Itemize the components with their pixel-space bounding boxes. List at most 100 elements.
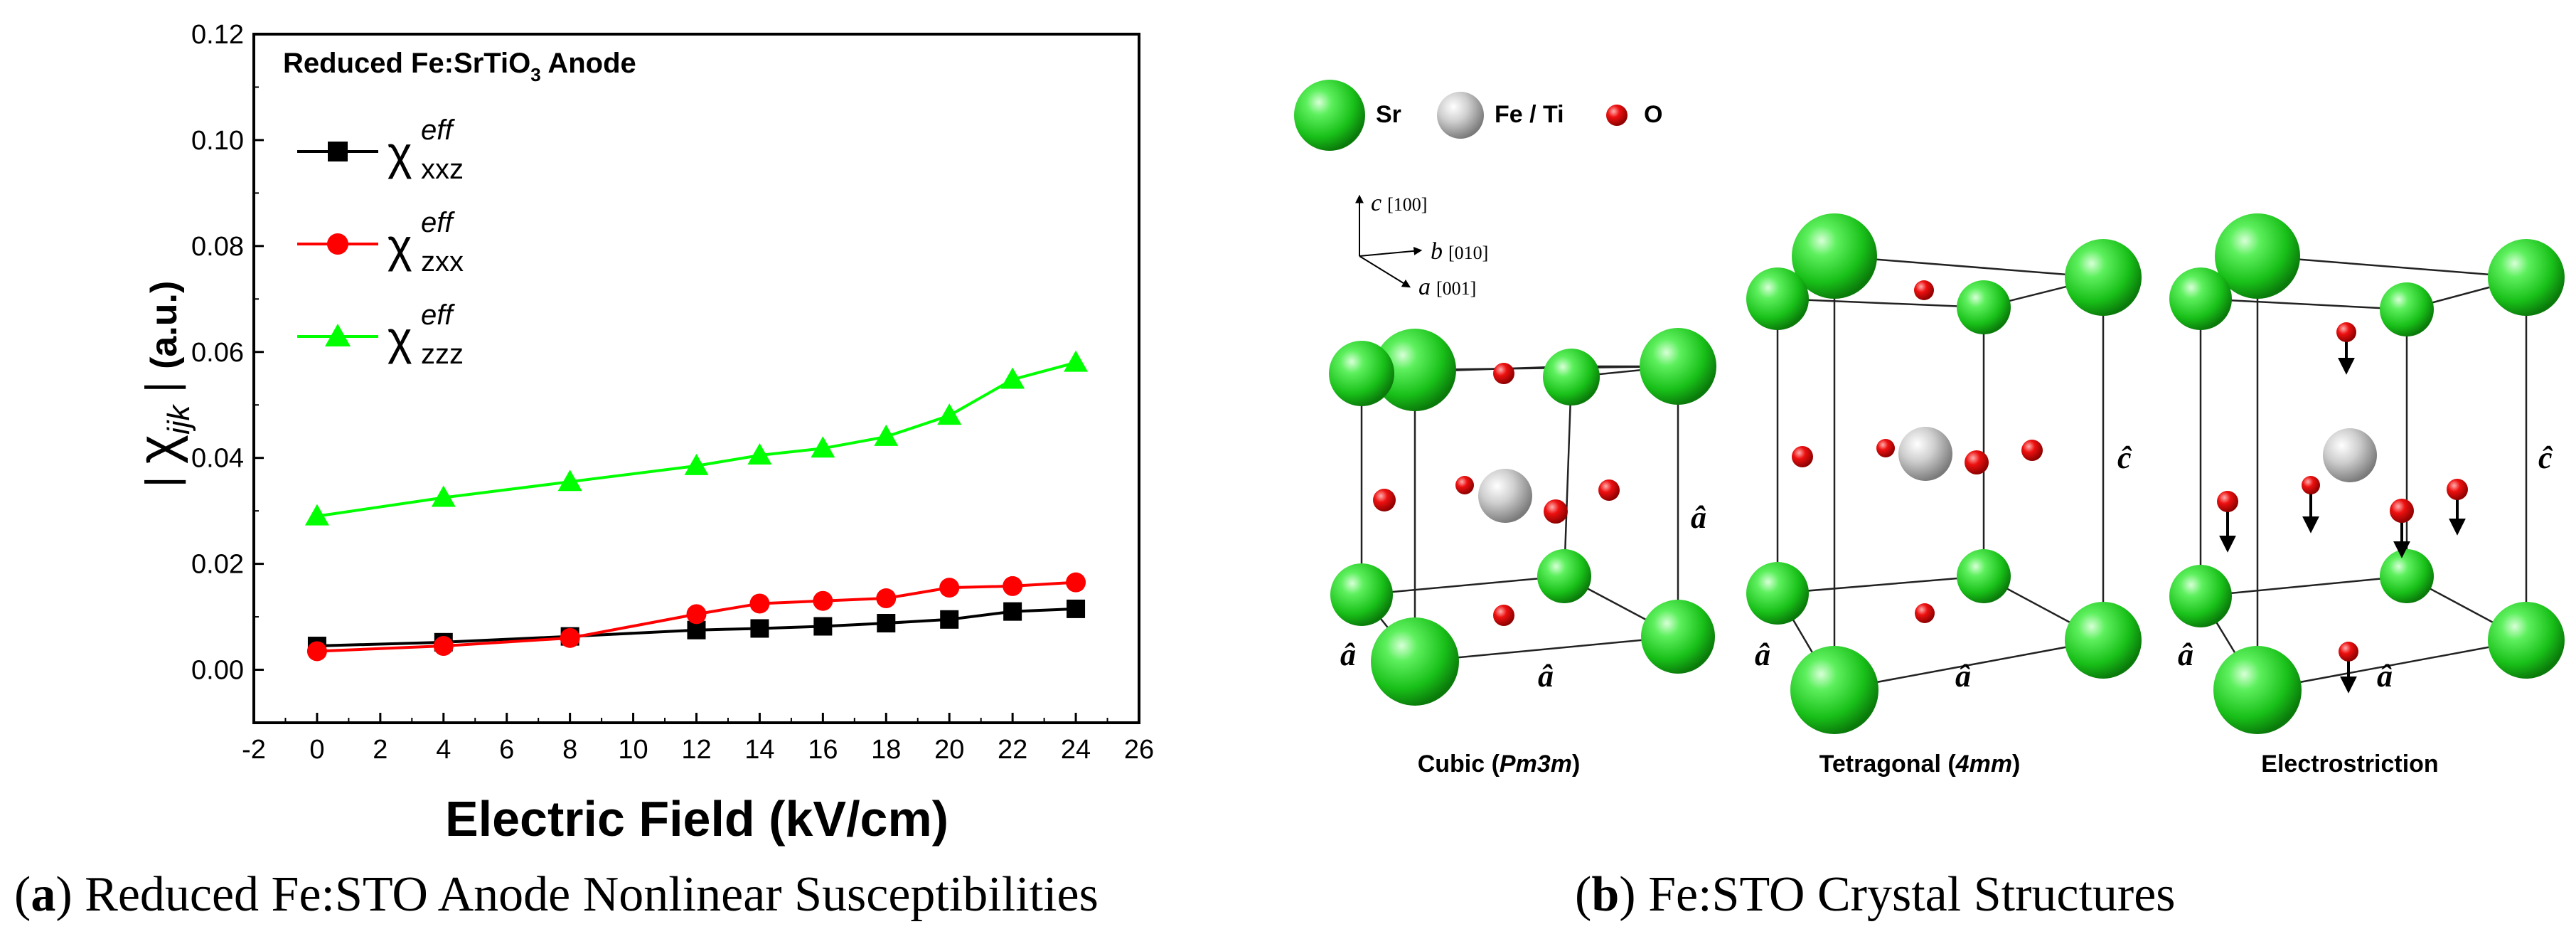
- legend-entry-zzz: χ eff zzz: [297, 299, 464, 370]
- x-tick-label: 2: [373, 735, 388, 765]
- y-tick-label: 0.04: [191, 444, 244, 474]
- legend-marker-square: [328, 142, 348, 161]
- svg-text:â: â: [1755, 637, 1770, 672]
- tetragonal-label: Tetragonal (4mm): [1819, 750, 2021, 778]
- cubic-label: Cubic (Pm3m): [1418, 750, 1581, 778]
- series-zzz: [304, 350, 1089, 526]
- svg-text:ĉ: ĉ: [2117, 440, 2132, 475]
- svg-text:â: â: [2377, 659, 2393, 694]
- x-tick-label: 14: [744, 735, 774, 765]
- x-tick-label: 12: [681, 735, 711, 765]
- data-point: [306, 641, 327, 662]
- svg-text:ĉ: ĉ: [2538, 440, 2553, 475]
- data-point: [304, 504, 329, 526]
- fe-ti-atom-icon: [1437, 92, 1484, 139]
- electrostriction-label: Electrostriction: [2261, 750, 2438, 778]
- x-tick-label: 4: [436, 735, 451, 765]
- data-point: [560, 627, 580, 648]
- svg-text:O: O: [1644, 101, 1662, 128]
- data-point: [937, 403, 962, 425]
- data-point: [433, 636, 454, 657]
- x-tick-label: 6: [499, 735, 514, 765]
- series-line: [316, 607, 1076, 648]
- x-tick-label: 16: [808, 735, 838, 765]
- x-tick-label: 10: [618, 735, 648, 765]
- data-point: [940, 610, 959, 629]
- x-axis-label: Electric Field (kV/cm): [445, 791, 948, 847]
- x-tick-label: 24: [1061, 735, 1091, 765]
- caption-a: (a) Reduced Fe:STO Anode Nonlinear Susce…: [14, 867, 1099, 922]
- data-point: [1067, 599, 1086, 618]
- svg-text:â: â: [1955, 659, 1971, 694]
- svg-text:â: â: [1340, 637, 1356, 672]
- data-point: [813, 590, 833, 611]
- y-tick-label: 0.06: [191, 338, 244, 368]
- axis-a-label: a [001]: [1418, 274, 1476, 300]
- y-tick-label: 0.02: [191, 550, 244, 580]
- crystal-structures: Sr Fe / Ti O c [100] b [010] a [001]: [1294, 80, 2565, 778]
- axis-ticks: [252, 33, 1140, 723]
- x-tick-label: 26: [1124, 735, 1154, 765]
- data-point: [877, 614, 896, 633]
- chart-legend: χ eff xxz χ eff zxx χ eff zzz: [297, 115, 464, 370]
- data-point: [431, 485, 456, 507]
- susceptibility-chart: -2 0 2 4 6 8 10 12 14 16 18 20 22 24 26 0.000.020.040.…: [126, 20, 1154, 847]
- svg-text:â: â: [2178, 637, 2193, 672]
- data-point: [876, 588, 897, 609]
- svg-text:Sr: Sr: [1376, 101, 1401, 128]
- y-axis-label: | χijk | (a.u.): [126, 281, 196, 488]
- svg-text:eff: eff: [421, 115, 455, 146]
- cubic-cell: â â â: [1329, 328, 1716, 706]
- data-point: [1066, 572, 1086, 593]
- electrostriction-cell: ĉ â â: [2169, 213, 2565, 734]
- sr-atom-icon: [1294, 80, 1365, 151]
- data-point: [684, 453, 709, 475]
- y-tick-label: 0.12: [191, 20, 244, 50]
- svg-text:zxx: zxx: [421, 246, 464, 277]
- data-point: [939, 578, 960, 598]
- x-tick-label: -2: [242, 735, 266, 765]
- tetragonal-cell: ĉ â â: [1746, 213, 2142, 734]
- x-tick-label: 18: [871, 735, 901, 765]
- svg-text:â: â: [1691, 500, 1706, 535]
- data-point: [1003, 575, 1023, 596]
- axis-c-label: c [100]: [1371, 190, 1427, 216]
- axis-b-label: b [010]: [1431, 238, 1488, 265]
- svg-text:eff: eff: [421, 207, 455, 238]
- atom-legend: Sr Fe / Ti O: [1294, 80, 1662, 151]
- data-point: [1003, 602, 1022, 621]
- data-point: [813, 617, 833, 636]
- data-point: [750, 619, 769, 638]
- series-line: [316, 580, 1076, 653]
- data-point: [1000, 367, 1025, 389]
- svg-text:Fe / Ti: Fe / Ti: [1495, 101, 1564, 128]
- y-tick-label: 0.00: [191, 656, 244, 686]
- data-point: [686, 604, 707, 625]
- series-zxx: [306, 572, 1086, 662]
- svg-text:zzz: zzz: [421, 339, 464, 370]
- legend-entry-xxz: χ eff xxz: [297, 115, 464, 185]
- series-line: [316, 361, 1076, 518]
- data-point: [874, 424, 899, 446]
- data-point: [749, 593, 770, 614]
- data-point: [747, 442, 772, 465]
- legend-entry-zxx: χ eff zxx: [297, 207, 464, 277]
- svg-text:χ: χ: [388, 312, 412, 364]
- svg-text:â: â: [1538, 659, 1554, 694]
- x-tick-label: 8: [562, 735, 577, 765]
- svg-text:eff: eff: [421, 299, 455, 331]
- data-point: [1064, 350, 1089, 372]
- data-point: [557, 469, 582, 492]
- y-tick-label: 0.08: [191, 232, 244, 262]
- x-tick-labels: -2 0 2 4 6 8 10 12 14 16 18 20 22 24 26: [242, 735, 1154, 765]
- x-tick-label: 0: [309, 735, 324, 765]
- chart-title: Reduced Fe:SrTiO3 Anode: [283, 48, 636, 85]
- caption-b: (b) Fe:STO Crystal Structures: [1575, 867, 2176, 922]
- data-point: [811, 436, 835, 458]
- o-atom-icon: [1606, 105, 1628, 126]
- series-layer: [304, 350, 1089, 662]
- legend-marker-circle: [327, 233, 348, 255]
- x-tick-label: 20: [934, 735, 964, 765]
- crystal-axes: [1355, 194, 1423, 288]
